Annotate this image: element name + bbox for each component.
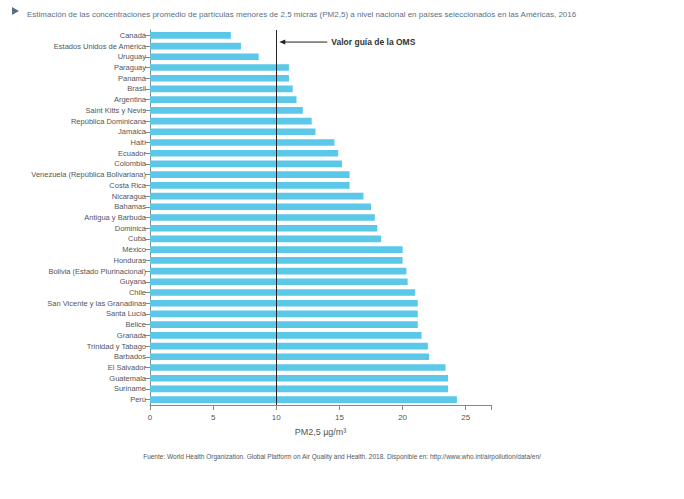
svg-text:25: 25 — [461, 413, 470, 422]
svg-text:Paraguay: Paraguay — [114, 63, 146, 72]
svg-text:Perú: Perú — [130, 395, 146, 404]
svg-text:Santa Lucía: Santa Lucía — [106, 309, 147, 318]
svg-text:Suriname: Suriname — [114, 384, 146, 393]
svg-text:Fuente: World Health Organizat: Fuente: World Health Organization. Globa… — [143, 453, 541, 461]
svg-text:0: 0 — [148, 413, 153, 422]
svg-text:15: 15 — [335, 413, 344, 422]
svg-text:10: 10 — [272, 413, 281, 422]
svg-text:Belice: Belice — [126, 320, 146, 329]
svg-text:República Dominicana: República Dominicana — [71, 117, 147, 126]
svg-text:Bahamas: Bahamas — [114, 202, 146, 211]
svg-text:Costa Rica: Costa Rica — [109, 181, 147, 190]
svg-text:Guyana: Guyana — [120, 277, 147, 286]
svg-text:Saint Kitts y Nevis: Saint Kitts y Nevis — [86, 106, 147, 115]
svg-text:México: México — [122, 245, 146, 254]
svg-text:Haití: Haití — [131, 138, 147, 147]
svg-text:Cuba: Cuba — [128, 234, 147, 243]
svg-text:Uruguay: Uruguay — [118, 52, 147, 61]
svg-text:20: 20 — [398, 413, 407, 422]
svg-text:5: 5 — [211, 413, 216, 422]
svg-text:Argentina: Argentina — [114, 95, 147, 104]
svg-text:Estados Unidos de América: Estados Unidos de América — [54, 42, 147, 51]
svg-text:Barbados: Barbados — [114, 352, 146, 361]
svg-text:Canadá: Canadá — [120, 31, 147, 40]
svg-text:Estimación de las concentracio: Estimación de las concentraciones promed… — [27, 10, 577, 19]
svg-text:Dominica: Dominica — [115, 224, 147, 233]
svg-text:Antigua y Barbuda: Antigua y Barbuda — [84, 213, 147, 222]
svg-text:Colombia: Colombia — [114, 159, 147, 168]
svg-text:Chile: Chile — [129, 288, 146, 297]
svg-text:PM2,5 µg/m³: PM2,5 µg/m³ — [295, 427, 347, 437]
svg-text:Brasil: Brasil — [127, 84, 146, 93]
svg-text:Venezuela (República Bolivaria: Venezuela (República Bolivariana) — [31, 170, 146, 179]
svg-text:Jamaica: Jamaica — [118, 127, 147, 136]
svg-text:Panamá: Panamá — [118, 74, 147, 83]
svg-text:Ecuador: Ecuador — [118, 149, 146, 158]
svg-text:Nicaragua: Nicaragua — [112, 192, 147, 201]
svg-text:Guatemala: Guatemala — [109, 374, 147, 383]
svg-text:Trinidad y Tabago: Trinidad y Tabago — [87, 342, 146, 351]
svg-text:El Salvador: El Salvador — [108, 363, 147, 372]
svg-text:Granada: Granada — [117, 331, 147, 340]
svg-text:Bolivia (Estado Plurinacional): Bolivia (Estado Plurinacional) — [48, 267, 146, 276]
svg-text:Honduras: Honduras — [113, 256, 146, 265]
svg-text:San Vicente y las Granadinas: San Vicente y las Granadinas — [47, 299, 146, 308]
svg-text:Valor guía de la OMS: Valor guía de la OMS — [331, 37, 415, 47]
